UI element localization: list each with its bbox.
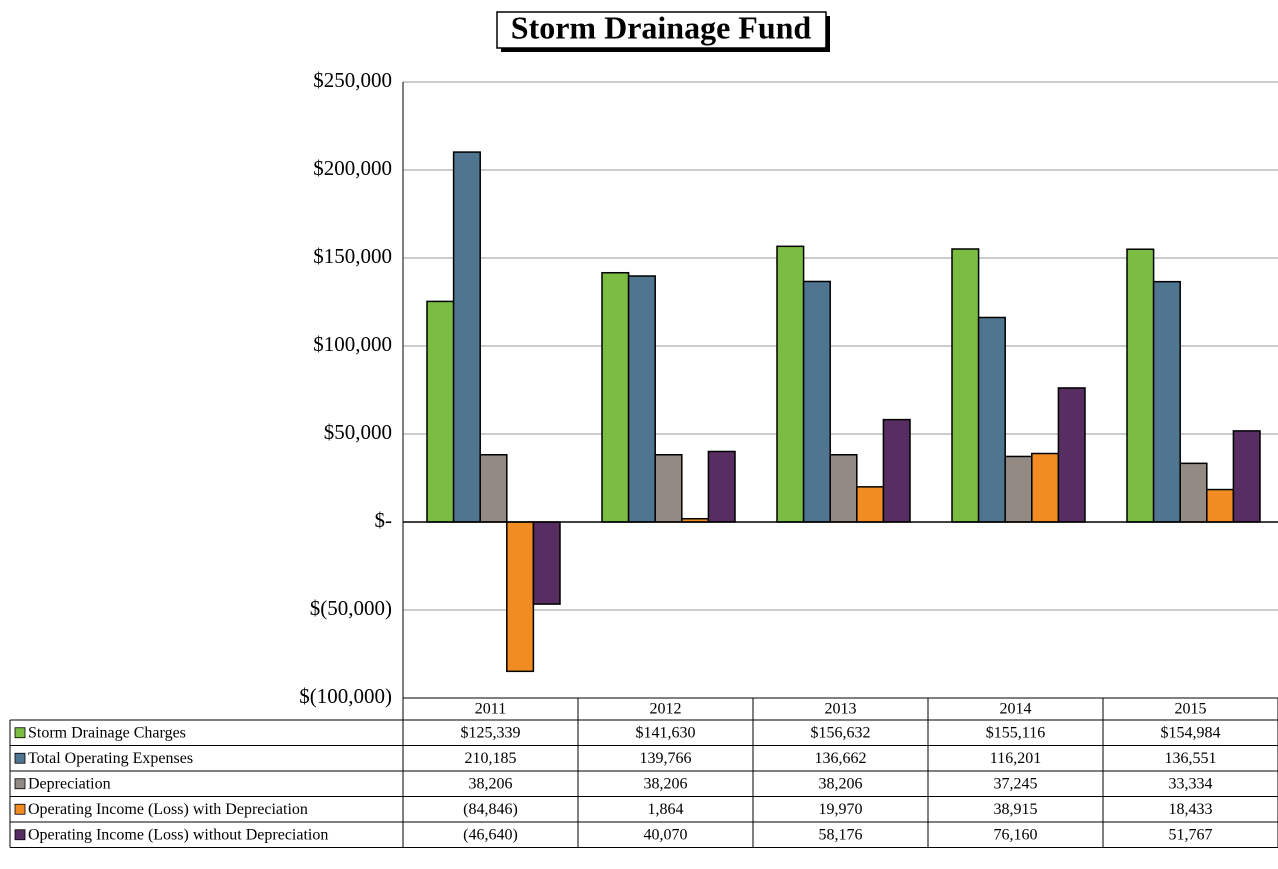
bar bbox=[479, 454, 508, 523]
bar bbox=[1152, 280, 1181, 523]
legend-label: Operating Income (Loss) with Depreciatio… bbox=[28, 801, 308, 818]
x-tick-label: 2015 bbox=[1175, 701, 1207, 718]
table-value: 38,915 bbox=[994, 801, 1038, 818]
table-value: 38,206 bbox=[819, 775, 863, 792]
table-value: (46,640) bbox=[463, 826, 518, 843]
y-tick-label: $(100,000) bbox=[299, 684, 392, 708]
bar bbox=[1179, 462, 1208, 523]
bar bbox=[1126, 248, 1155, 523]
bar bbox=[802, 280, 831, 523]
table-value: 116,201 bbox=[990, 750, 1041, 767]
bar bbox=[1057, 387, 1086, 523]
table-value: 58,176 bbox=[819, 826, 863, 843]
legend-label: Operating Income (Loss) without Deprecia… bbox=[28, 826, 328, 843]
table-value: 210,185 bbox=[465, 750, 517, 767]
bar bbox=[951, 248, 980, 523]
table-value: 38,206 bbox=[644, 775, 688, 792]
y-tick-label: $200,000 bbox=[313, 156, 392, 180]
x-tick-label: 2014 bbox=[1000, 701, 1032, 718]
bar bbox=[776, 245, 805, 523]
bar bbox=[654, 454, 683, 523]
legend-label: Depreciation bbox=[28, 775, 111, 792]
legend-label: Storm Drainage Charges bbox=[28, 724, 186, 741]
table-value: 40,070 bbox=[644, 826, 688, 843]
table-value: 136,662 bbox=[815, 750, 867, 767]
bar bbox=[707, 450, 736, 523]
table-value: 18,433 bbox=[1169, 801, 1213, 818]
y-tick-label: $100,000 bbox=[313, 332, 392, 356]
bar bbox=[426, 300, 455, 523]
bar bbox=[1206, 488, 1235, 523]
y-tick-label: $- bbox=[375, 508, 393, 532]
legend-key bbox=[14, 778, 26, 790]
table-value: $154,984 bbox=[1161, 724, 1221, 741]
table-value: 19,970 bbox=[819, 801, 863, 818]
table-value: 33,334 bbox=[1169, 775, 1213, 792]
table-value: 136,551 bbox=[1165, 750, 1217, 767]
table-value: 1,864 bbox=[648, 801, 684, 818]
table-value: $155,116 bbox=[986, 724, 1045, 741]
x-tick-label: 2013 bbox=[825, 701, 857, 718]
bar bbox=[1004, 455, 1033, 523]
table-value: 37,245 bbox=[994, 775, 1038, 792]
title-box bbox=[496, 11, 827, 49]
table-value: (84,846) bbox=[463, 801, 518, 818]
legend-key bbox=[14, 752, 26, 764]
table-value: 51,767 bbox=[1169, 826, 1213, 843]
bar bbox=[882, 418, 911, 523]
bar bbox=[1232, 430, 1261, 523]
bar bbox=[627, 275, 656, 523]
table-value: $141,630 bbox=[636, 724, 696, 741]
x-tick-label: 2012 bbox=[650, 701, 682, 718]
legend-key bbox=[14, 727, 26, 739]
y-tick-label: $150,000 bbox=[313, 244, 392, 268]
bar bbox=[977, 316, 1006, 523]
bar bbox=[601, 271, 630, 523]
x-tick-label: 2011 bbox=[475, 701, 506, 718]
y-tick-label: $50,000 bbox=[324, 420, 392, 444]
bar bbox=[452, 151, 481, 523]
legend-label: Total Operating Expenses bbox=[28, 750, 193, 767]
y-tick-label: $(50,000) bbox=[310, 596, 392, 620]
table-value: 38,206 bbox=[469, 775, 513, 792]
table-value: $125,339 bbox=[461, 724, 521, 741]
bar bbox=[1031, 452, 1060, 523]
chart-title: Storm Drainage Fund bbox=[511, 9, 812, 45]
bar bbox=[506, 521, 535, 673]
bar bbox=[856, 486, 885, 523]
bar bbox=[829, 454, 858, 523]
table-value: 76,160 bbox=[994, 826, 1038, 843]
y-tick-label: $250,000 bbox=[313, 68, 392, 92]
bar bbox=[532, 521, 561, 605]
legend-key bbox=[14, 803, 26, 815]
table-value: $156,632 bbox=[811, 724, 871, 741]
table-value: 139,766 bbox=[640, 750, 692, 767]
legend-key bbox=[14, 829, 26, 841]
